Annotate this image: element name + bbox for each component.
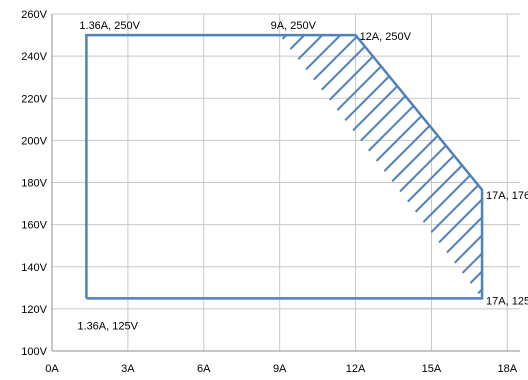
hatch-line [408,35,483,299]
y-tick-label: 240V [21,51,47,63]
series-line-0 [85,33,484,300]
x-tick-label: 3A [121,363,135,375]
x-tick-label: 12A [346,363,366,375]
annotation-label-p6: 1.36A, 125V [77,320,138,332]
x-tick-label: 6A [197,363,211,375]
hatch-line [279,35,370,299]
annotation-label-p3: 12A, 250V [360,31,412,43]
x-tick-label: 0A [45,363,59,375]
gridlines [51,13,520,352]
tick-labels: 100V 120V 140V 160V 180V 200V 220V 240V 260V 0A 3A… [21,9,518,375]
hatch-line [279,35,388,299]
annotations: 1.36A, 250V 9A, 250V 12A, 250V 17A, 176.5V 1… [77,20,528,332]
hatch-line [279,35,406,299]
y-tick-label: 120V [21,304,47,316]
x-tick-label: 18A [498,363,518,375]
hatch-line [426,35,483,299]
y-tick-label: 260V [21,9,47,21]
y-tick-label: 220V [21,93,47,105]
y-tick-label: 100V [21,346,47,358]
y-tick-label: 200V [21,135,47,147]
annotation-label-p5: 17A, 125V [486,295,528,307]
series-lines [85,33,484,300]
annotation-label-p4: 17A, 176.5V [486,190,528,202]
annotation-label-p1: 1.36A, 250V [79,20,140,32]
annotation-label-p2: 9A, 250V [271,20,317,32]
x-tick-label: 15A [422,363,442,375]
x-tick-label: 9A [273,363,287,375]
y-tick-label: 180V [21,178,47,190]
y-tick-label: 160V [21,220,47,232]
y-tick-label: 140V [21,262,47,274]
